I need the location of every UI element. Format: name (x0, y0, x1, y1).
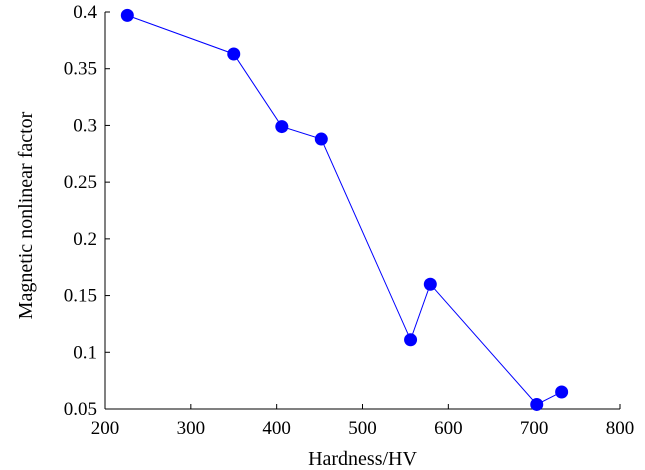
axes: 200 300 400 500 600 700 800 0.05 0.1 0.15 0.2 0.25 0… (64, 2, 635, 439)
y-tick-label: 0.15 (64, 286, 97, 307)
data-point (275, 120, 289, 134)
data-point (314, 132, 328, 146)
x-tick-label: 200 (91, 418, 120, 439)
x-tick-label: 400 (262, 418, 291, 439)
data-point (227, 47, 241, 61)
series-line (127, 14, 562, 406)
x-axis-label: Hardness/HV (308, 448, 417, 470)
y-tick-label: 0.3 (73, 115, 97, 136)
y-tick-label: 0.25 (64, 172, 97, 193)
y-tick-label: 0.4 (73, 2, 97, 23)
x-tick-label: 300 (177, 418, 206, 439)
x-tick-label: 700 (520, 418, 549, 439)
y-tick-label: 0.2 (73, 229, 97, 250)
data-point (404, 333, 418, 347)
data-point (530, 397, 544, 411)
y-tick-label: 0.05 (64, 399, 97, 420)
data-point (120, 8, 134, 22)
series-layer (120, 8, 569, 411)
y-axis-label: Magnetic nonlinear factor (15, 111, 37, 319)
y-tick-label: 0.1 (73, 342, 97, 363)
data-point (423, 277, 437, 291)
x-tick-label: 500 (348, 418, 377, 439)
x-tick-label: 600 (434, 418, 463, 439)
data-point (555, 385, 569, 399)
y-tick-label: 0.35 (64, 59, 97, 80)
x-tick-label: 800 (606, 418, 635, 439)
